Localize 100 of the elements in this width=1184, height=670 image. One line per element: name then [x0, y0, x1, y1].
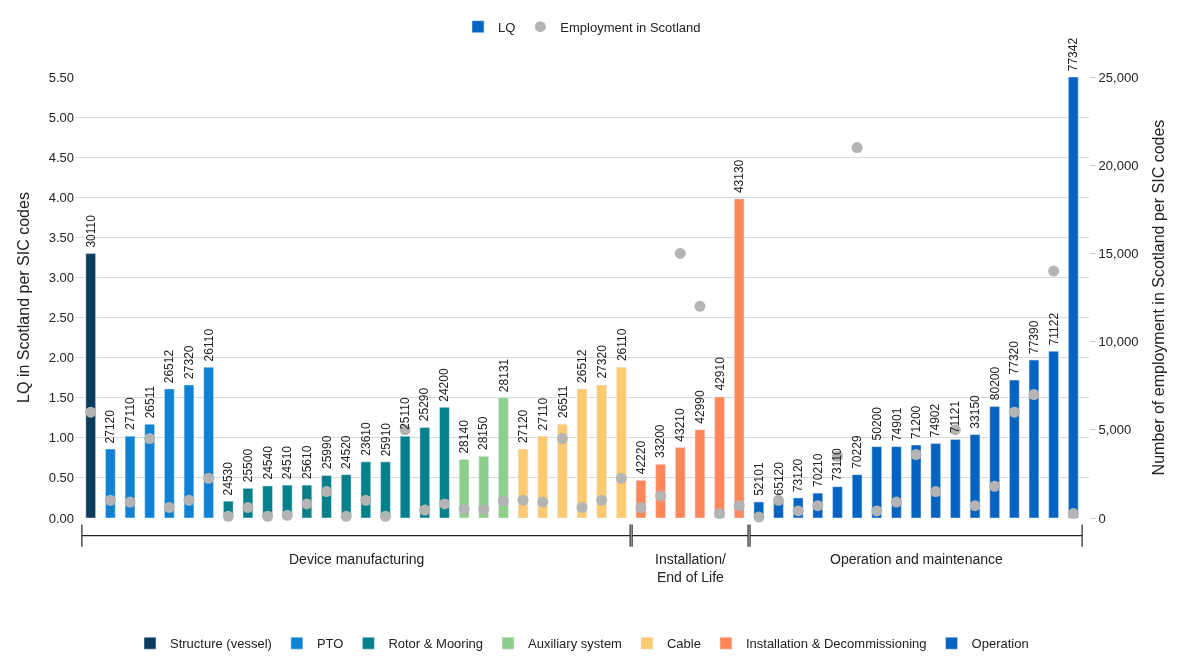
x-tick-label: 25910 — [378, 422, 393, 457]
x-tick-label: 28131 — [496, 358, 511, 393]
x-tick-label: 33200 — [653, 424, 668, 458]
x-tick-label: 80200 — [988, 366, 1003, 401]
x-tick-label: 73120 — [791, 458, 806, 493]
x-tick-label: 30110 — [83, 214, 98, 248]
legend-label: Operation — [971, 636, 1029, 652]
bar — [183, 384, 195, 518]
bar — [399, 435, 411, 518]
x-tick-label: 65120 — [771, 461, 786, 496]
x-tick-label: 26512 — [162, 349, 177, 384]
x-tick-label: 27110 — [535, 397, 550, 431]
point — [438, 498, 450, 510]
x-tick-label: 43130 — [732, 159, 747, 194]
bar — [851, 474, 863, 518]
bar — [694, 429, 706, 518]
y2-tick-label: 25,000 — [1098, 69, 1139, 85]
x-tick-label: 27120 — [516, 409, 531, 444]
x-tick-label: 24530 — [221, 461, 236, 496]
x-tick-label: 25500 — [240, 448, 255, 483]
x-tick-label: 25290 — [417, 387, 432, 422]
x-tick-label: 70210 — [810, 453, 825, 487]
x-tick-label: 27110 — [123, 396, 138, 430]
point — [714, 508, 726, 520]
x-tick-label: 23610 — [358, 422, 373, 456]
bar — [1028, 359, 1040, 518]
point — [851, 142, 863, 154]
x-tick-label: 27320 — [594, 344, 609, 379]
point — [556, 433, 568, 445]
x-tick-label: 42910 — [712, 356, 727, 391]
bar — [596, 384, 607, 518]
y-tick-label: 3.50 — [48, 229, 74, 245]
y-tick-label: 4.50 — [48, 149, 74, 165]
point — [1067, 508, 1079, 520]
legend-label: Installation & Decommissioning — [745, 636, 927, 652]
x-tick-label: 73110 — [830, 447, 845, 481]
bar — [734, 198, 745, 518]
x-tick-label: 28140 — [456, 419, 471, 454]
legend-label: Rotor & Mooring — [388, 636, 484, 652]
text: Operation and maintenance — [830, 551, 1003, 567]
bar — [832, 486, 843, 518]
point — [655, 490, 667, 502]
point — [1008, 406, 1020, 418]
bar — [203, 367, 214, 518]
point — [792, 505, 804, 517]
y2-axis-title: Number of employment in Scotland per SIC codes — [1150, 119, 1168, 476]
text: Device manufacturing — [289, 551, 425, 567]
y-tick-label: 3.00 — [48, 270, 74, 285]
bar — [616, 367, 627, 518]
point — [321, 486, 333, 498]
bar — [439, 407, 450, 518]
bar — [1068, 77, 1079, 518]
x-tick-label: 27120 — [103, 409, 118, 444]
bar — [576, 388, 588, 518]
bar — [950, 439, 961, 518]
x-tick-label: 42990 — [693, 390, 708, 424]
bar — [144, 423, 155, 518]
legend-label: Cable — [666, 636, 701, 652]
x-tick-label: 70229 — [850, 435, 865, 469]
point — [1028, 389, 1040, 401]
y2-tick-label: 10,000 — [1098, 334, 1139, 350]
x-tick-label: 26110 — [201, 328, 216, 362]
bar — [164, 388, 175, 518]
x-tick-label: 42220 — [633, 440, 648, 475]
x-tick-label: 24540 — [260, 445, 275, 480]
point — [242, 501, 254, 513]
point — [497, 495, 509, 507]
x-tick-label: 74901 — [889, 407, 904, 442]
point — [301, 498, 313, 510]
x-tick-label: 71122 — [1046, 312, 1061, 346]
y-tick-label: 2.50 — [48, 310, 74, 326]
text: Installation/ End of Life — [655, 551, 726, 586]
bar — [675, 447, 686, 518]
x-tick-label: 26511 — [142, 385, 157, 419]
x-tick-label: 50200 — [870, 406, 885, 441]
bar — [989, 406, 1000, 518]
point — [281, 509, 293, 521]
x-tick-label: 26110 — [614, 328, 629, 362]
point — [478, 503, 490, 515]
point — [85, 406, 97, 418]
x-tick-label: 28150 — [476, 416, 491, 450]
point — [674, 247, 686, 259]
point — [576, 501, 588, 513]
point — [340, 510, 352, 522]
x-tick-label: 74902 — [928, 403, 943, 438]
point — [360, 494, 372, 506]
x-tick-label: 24510 — [280, 445, 295, 480]
point — [163, 501, 175, 513]
y-tick-label: 0.00 — [48, 510, 74, 526]
x-tick-label: 33150 — [968, 394, 983, 429]
y-tick-label: 0.50 — [48, 470, 74, 486]
y-axis-title: LQ in Scotland per SIC codes — [14, 192, 32, 403]
point — [596, 494, 608, 506]
point — [203, 472, 215, 484]
y2-tick-label: 5,000 — [1098, 422, 1132, 438]
y-tick-label: 2.00 — [48, 350, 74, 366]
point — [183, 494, 195, 506]
x-tick-label: 26512 — [575, 349, 590, 383]
bar — [498, 397, 509, 518]
legend-label: LQ — [498, 19, 516, 35]
